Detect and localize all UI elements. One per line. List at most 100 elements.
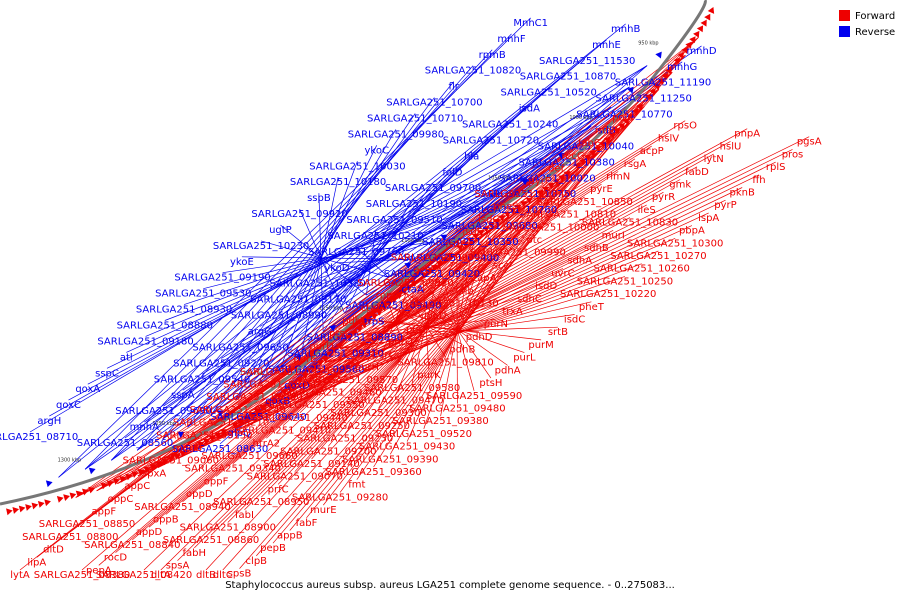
forward-feature-arrow (280, 389, 288, 396)
reverse-gene-label: ctaA (401, 285, 424, 296)
forward-feature-arrow (75, 490, 83, 498)
forward-gene-label: appC (124, 481, 150, 492)
forward-gene-label: fabG (578, 138, 602, 149)
reverse-gene-label: SARLGA251_08880 (117, 321, 213, 332)
forward-feature-arrow (119, 476, 127, 483)
forward-leader-line (75, 136, 810, 498)
forward-gene-label: rnhB (595, 125, 619, 136)
forward-gene-label: SARLGA251_09470 (347, 396, 443, 407)
forward-feature-arrow (44, 499, 51, 507)
forward-feature-arrow (405, 284, 413, 292)
forward-gene-label: SARLGA251_09660 (201, 451, 297, 462)
forward-gene-label: pyrF (528, 176, 550, 187)
forward-gene-label: rocD (104, 553, 128, 564)
gene-labels: SARLGA251_08710SARLGA251_08560SARLGA251_… (0, 18, 822, 581)
forward-leader-line (321, 292, 407, 342)
reverse-gene-label: SARLGA251_08560 (77, 438, 173, 449)
forward-gene-label: pdhD (466, 332, 493, 343)
reverse-gene-label: SARLGA251_10770 (576, 110, 672, 121)
forward-feature-arrow (321, 355, 329, 363)
forward-gene-label: pnpA (734, 129, 760, 140)
forward-gene-label: SARLGA251_09380 (392, 416, 488, 427)
forward-gene-label: polC (612, 113, 634, 124)
forward-gene-label: def (548, 164, 565, 175)
forward-gene-label: fabD (685, 167, 709, 178)
forward-feature-arrow (509, 208, 517, 215)
forward-gene-label: pknB (730, 188, 755, 199)
forward-gene-label: pgsA (797, 137, 822, 148)
forward-gene-label: recG (561, 151, 584, 162)
legend: Forward Reverse (839, 10, 895, 38)
forward-gene-label: SARLGA251_09480 (409, 404, 505, 415)
forward-feature-arrow (631, 108, 639, 116)
forward-feature-arrow (681, 46, 688, 54)
forward-gene-label: ecb (413, 265, 431, 276)
forward-leader-line (96, 149, 793, 492)
reverse-gene-label: SARLGA251_09540 (154, 374, 250, 385)
forward-feature-arrow (69, 492, 77, 500)
forward-gene-label: prfC (268, 484, 289, 495)
forward-gene-label: hslU (720, 141, 742, 152)
reverse-gene-label: ykoE (230, 257, 254, 268)
reverse-gene-label: argG (248, 327, 272, 338)
forward-gene-label: spxA (142, 468, 166, 479)
reverse-gene-label: SARLGA251_10330 (269, 279, 365, 290)
forward-feature-arrow (375, 309, 383, 316)
forward-gene-label: SARLGA251_09200 (280, 446, 376, 457)
forward-leader-line (75, 120, 686, 498)
forward-gene-label: SARLGA251_10810 (520, 210, 616, 221)
forward-gene-label: purE (293, 354, 316, 365)
forward-feature-arrow (88, 486, 96, 494)
reverse-feature-arrow (216, 410, 224, 417)
forward-gene-label: pyrR (652, 192, 675, 203)
forward-gene-label: coaD (421, 311, 447, 322)
reverse-leader-line (58, 17, 531, 478)
forward-leader-line (311, 192, 546, 460)
forward-feature-arrow (493, 218, 501, 225)
forward-gene-label: pdhC (342, 316, 368, 327)
forward-feature-arrow (345, 334, 353, 341)
reverse-leader-line (280, 224, 367, 296)
reverse-leader-line (126, 160, 549, 353)
forward-feature-arrow (487, 222, 495, 229)
reverse-feature-arrow (627, 86, 634, 94)
forward-gene-label: SARLGA251_08860 (163, 535, 259, 546)
forward-feature-arrow (291, 380, 298, 388)
reverse-leader-line (280, 167, 453, 369)
reverse-gene-label: ugtP (269, 225, 292, 236)
reverse-gene-label: SARLGA251_10240 (462, 120, 558, 131)
reverse-gene-label: SARLGA251_09420 (384, 269, 480, 280)
reverse-leader-line (162, 93, 644, 440)
forward-gene-label: murI (602, 230, 625, 241)
reverse-gene-label: SARLGA251_10760 (461, 205, 557, 216)
forward-leader-line (272, 255, 580, 404)
forward-feature-arrow (37, 501, 45, 508)
reverse-leader-line (355, 246, 389, 278)
forward-gene-label: rpmF (376, 291, 402, 302)
reverse-gene-label: SARLGA251_09270 (173, 358, 269, 369)
forward-feature-arrow (380, 305, 388, 312)
forward-gene-label: sdhB (584, 243, 609, 254)
reverse-leader-line (318, 193, 324, 332)
forward-leader-line (157, 171, 619, 468)
forward-feature-arrow (472, 233, 480, 240)
forward-feature-arrow (370, 313, 378, 320)
forward-feature-arrow (525, 197, 533, 204)
forward-feature-arrow (441, 256, 448, 263)
forward-gene-label: SARLGA251_09500 (240, 367, 336, 378)
forward-feature-arrow (645, 93, 652, 101)
forward-gene-label: htrA2 (253, 438, 281, 449)
forward-leader-line (157, 187, 743, 468)
forward-feature-arrow (167, 456, 175, 463)
forward-gene-label: SARLGA251_09810 (397, 357, 493, 368)
forward-gene-label: SARLGA251_10850 (537, 197, 633, 208)
reverse-gene-label: mnhB (611, 24, 640, 35)
forward-feature-arrow (594, 145, 601, 153)
forward-gene-label: SARLGA251_09410 (235, 426, 331, 437)
forward-gene-label: lytA (10, 570, 30, 581)
forward-feature-arrow (673, 57, 681, 65)
reverse-leader-line (111, 55, 588, 461)
reverse-gene-label: SARLGA251_10710 (367, 114, 463, 125)
forward-feature-arrow (685, 41, 692, 49)
forward-feature-arrow (542, 186, 550, 193)
